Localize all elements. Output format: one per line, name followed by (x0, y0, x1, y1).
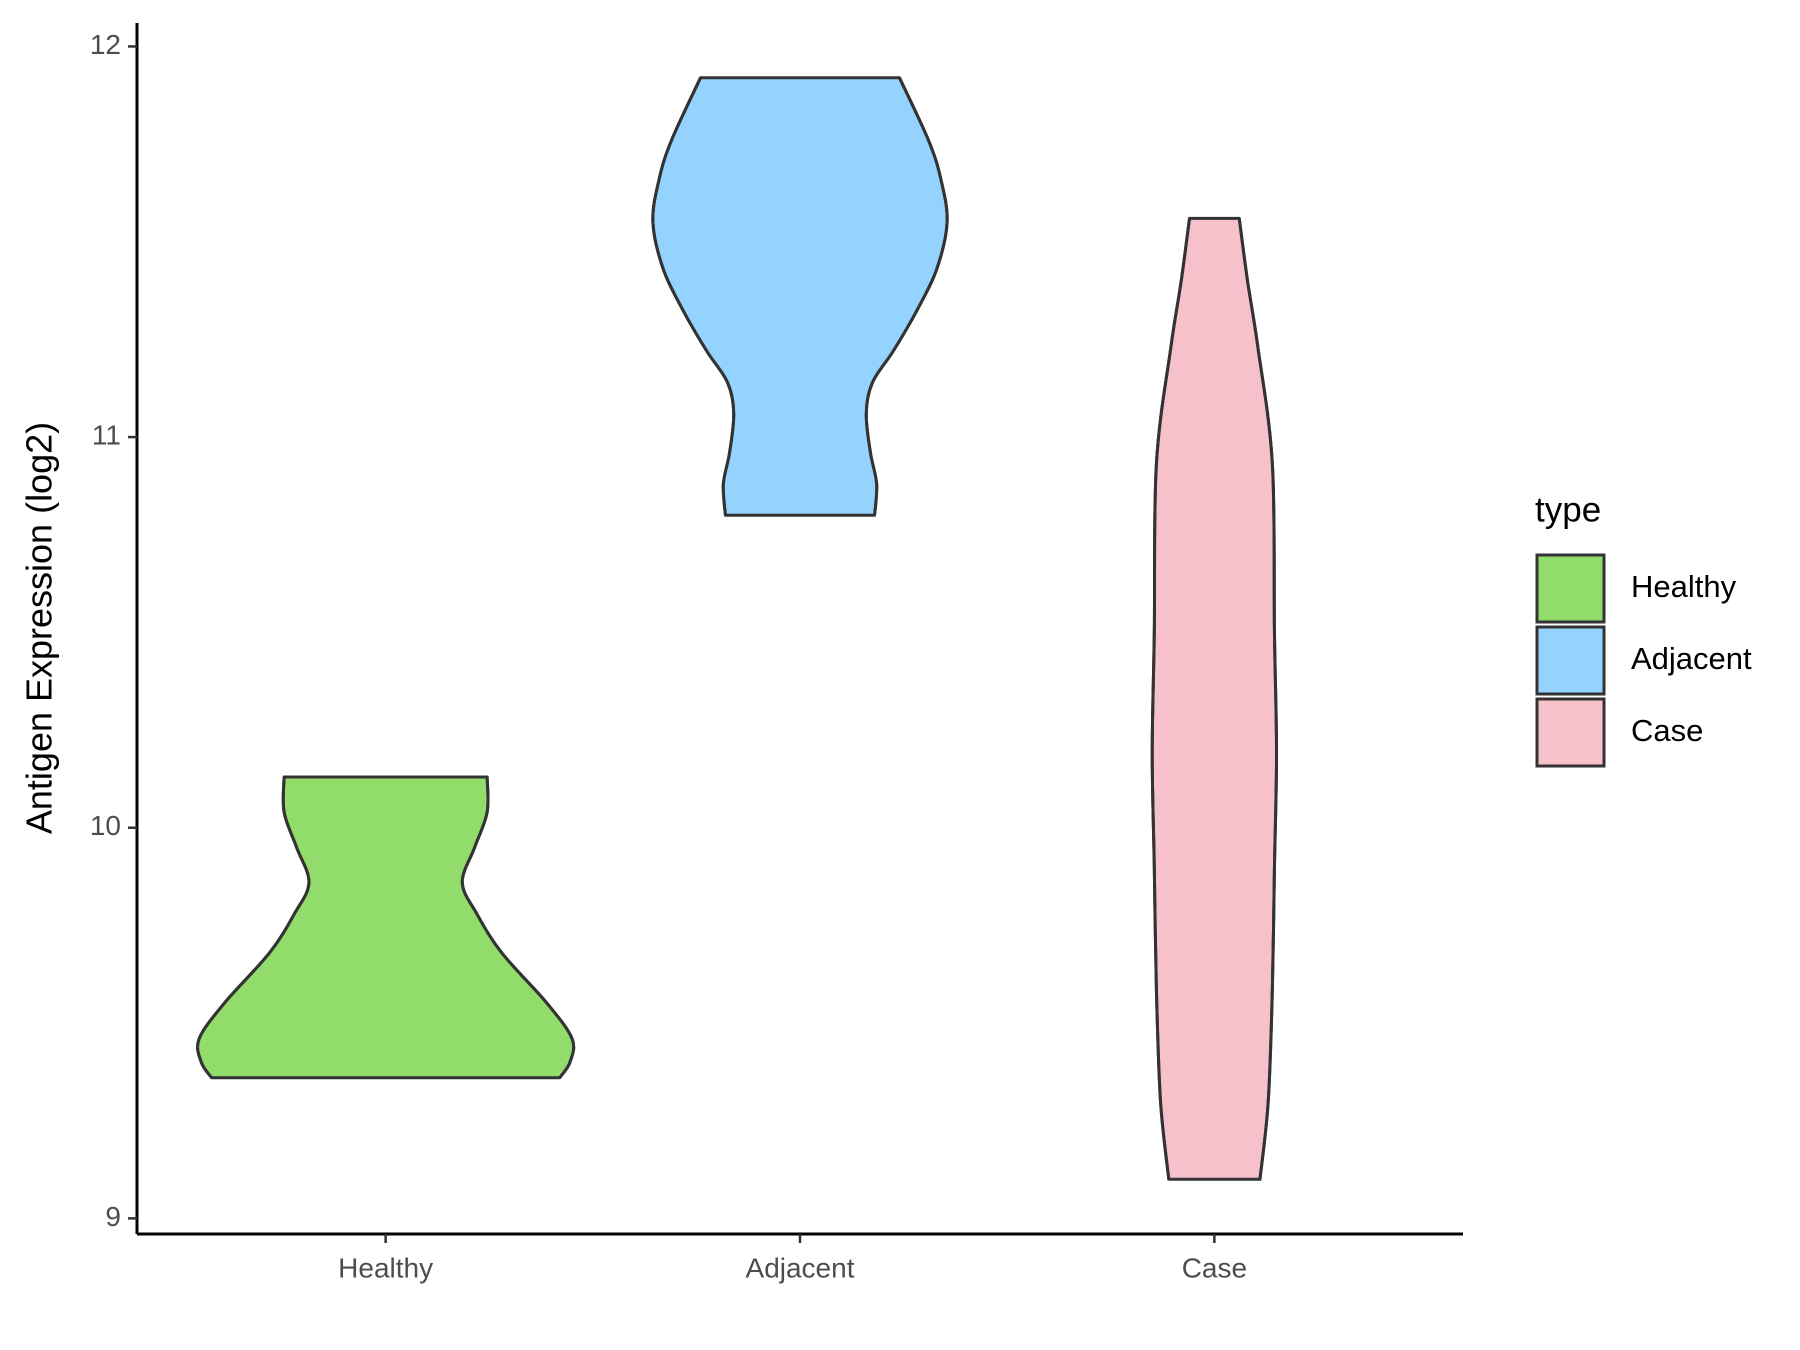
legend-label: Healthy (1631, 569, 1737, 604)
violin-right-edge (864, 77, 949, 516)
y-tick-label: 9 (105, 1201, 121, 1232)
violin-right-edge (460, 776, 576, 1079)
violin-left-edge (651, 77, 736, 516)
y-tick-label: 11 (92, 419, 121, 450)
y-tick-label: 10 (90, 810, 121, 841)
violin-body (196, 775, 576, 1080)
violin-body (1150, 216, 1279, 1181)
legend-title: type (1535, 490, 1601, 529)
y-tick-label: 12 (90, 29, 121, 60)
y-axis-title: Antigen Expression (log2) (19, 422, 60, 834)
x-tick-label: Case (1182, 1252, 1247, 1283)
violin-body (651, 76, 949, 517)
legend-label: Case (1631, 713, 1703, 748)
violin-left-edge (1150, 218, 1191, 1180)
legend-key (1535, 697, 1606, 768)
x-tick-label: Healthy (338, 1252, 433, 1283)
x-tick-label: Adjacent (746, 1252, 855, 1283)
legend-key (1535, 625, 1606, 696)
legend-key (1535, 553, 1606, 624)
legend-label: Adjacent (1631, 641, 1752, 676)
violin-left-edge (196, 776, 311, 1079)
violin-right-edge (1237, 218, 1279, 1180)
